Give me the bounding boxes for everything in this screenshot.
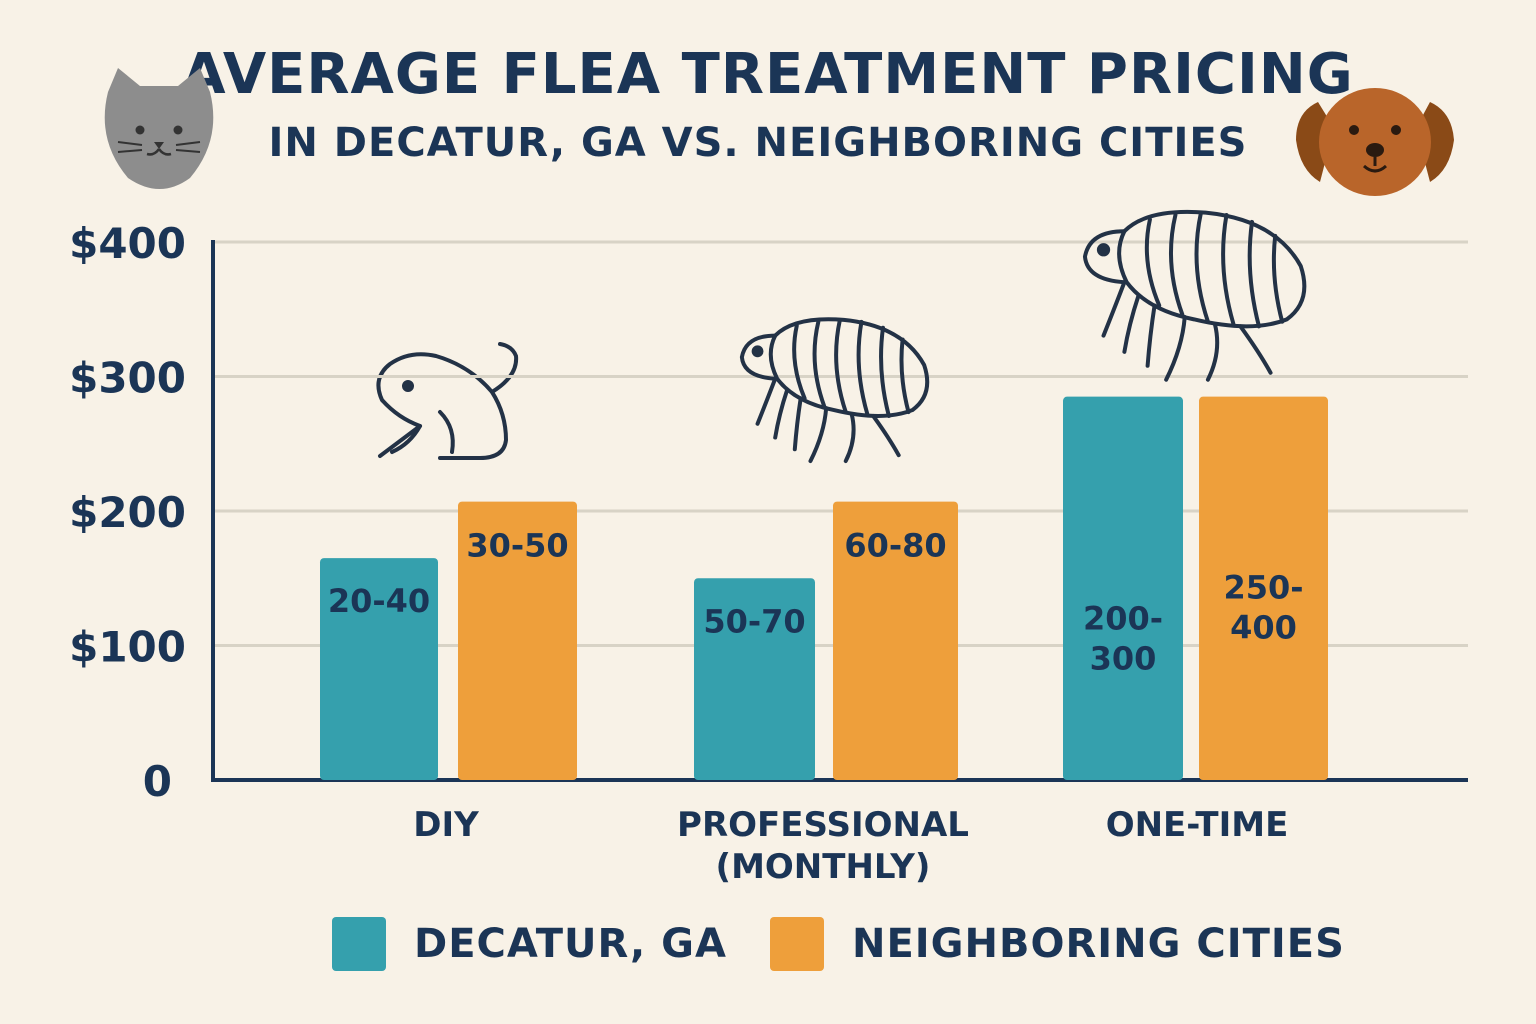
legend-item-decatur: DECATUR, GA [332,916,727,972]
bar [320,558,438,780]
flea-icon [1082,209,1307,382]
flea-icon [739,317,930,464]
bar-value-label: 200-300 [1083,600,1163,678]
bar-value-label: 20-40 [328,582,430,620]
chart-subtitle: IN DECATUR, GA VS. NEIGHBORING CITIES [268,120,1248,166]
x-tick-label: PROFESSIONAL (MONTHLY) [677,805,969,887]
chart-title: AVERAGE FLEA TREATMENT PRICING [182,42,1354,107]
dog-outline-icon [376,342,519,460]
y-tick-label: 0 [143,757,172,806]
bar [1199,396,1328,780]
y-tick-label: $400 [69,219,186,268]
bar-value-label: 250-400 [1223,569,1303,647]
bar [1063,396,1183,780]
bar-value-label: 30-50 [466,527,568,565]
bar-value-label: 60-80 [844,527,946,565]
bar-value-label: 50-70 [703,602,805,640]
x-tick-label: DIY [413,805,479,845]
legend-label: DECATUR, GA [414,921,727,967]
bar [458,501,577,780]
legend-swatch [332,917,386,971]
legend-label: NEIGHBORING CITIES [852,921,1345,967]
cat-icon [104,68,214,189]
legend-swatch [770,917,824,971]
bar [833,501,958,780]
bar [694,578,815,780]
legend-item-neighboring: NEIGHBORING CITIES [770,916,1345,972]
y-tick-label: $200 [69,488,186,537]
dog-icon [1296,88,1454,196]
y-tick-label: $300 [69,354,186,403]
x-tick-label: ONE-TIME [1106,805,1289,845]
y-tick-label: $100 [69,623,186,672]
